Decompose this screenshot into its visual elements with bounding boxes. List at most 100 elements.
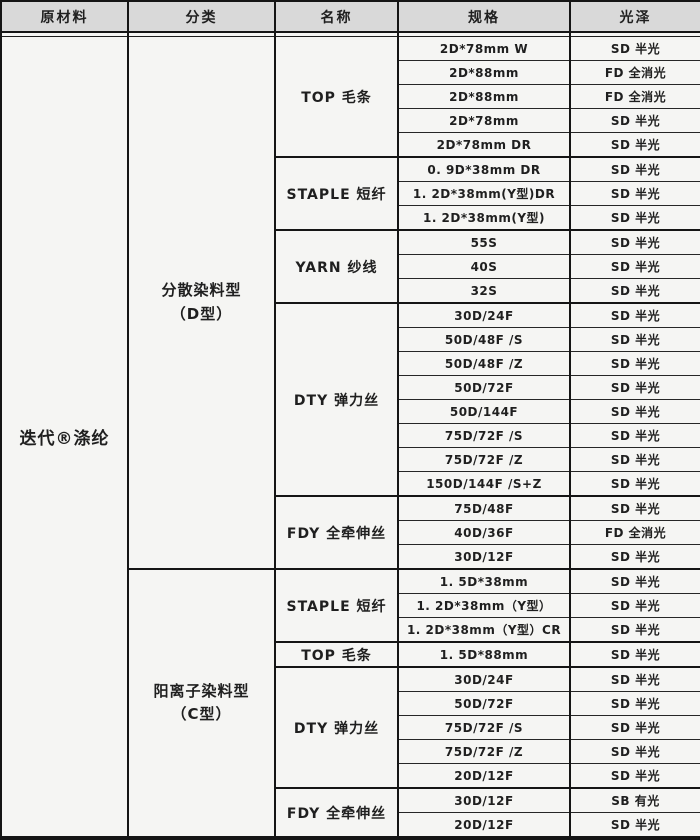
table-body: 迭代®涤纶 分散染料型 （D型） TOP 毛条 2D*78mm W SD 半光 2D*88… (1, 32, 700, 838)
luster-cell: SD 半光 (569, 254, 700, 279)
group-name-cell: YARN 纱线 (274, 229, 398, 303)
spec-cell: 2D*78mm (397, 108, 570, 133)
category-cell: 阳离子染料型 （C型） (127, 568, 275, 838)
spec-cell: 1. 2D*38mm(Y型) (397, 205, 570, 230)
spec-cell: 50D/72F (397, 691, 570, 716)
spec-cell: 0. 9D*38mm DR (397, 156, 570, 182)
spec-cell: 1. 2D*38mm（Y型）CR (397, 617, 570, 642)
table-row: 50D/48F /Z SD 半光 (1, 351, 700, 376)
spec-cell: 30D/12F (397, 544, 570, 569)
luster-cell: SD 半光 (569, 593, 700, 618)
luster-cell: FD 全消光 (569, 84, 700, 109)
table-row: DTY 弹力丝 30D/24F SD 半光 (1, 302, 700, 496)
spec-cell: 50D/48F /Z (397, 351, 570, 376)
table-header: 原材料 分类 名称 规格 光泽 (1, 1, 700, 33)
material-cell: 迭代®涤纶 (19, 429, 110, 449)
header-spacer-cell (274, 32, 398, 37)
table-row: 75D/72F /S SD 半光 (1, 715, 700, 740)
luster-cell: SD 半光 (569, 423, 700, 448)
spec-cell: 30D/24F (397, 666, 570, 692)
luster-cell: SD 半光 (569, 132, 700, 157)
luster-cell: FD 全消光 (569, 60, 700, 85)
spec-cell: 75D/48F (397, 495, 570, 521)
spec-cell: 2D*88mm (397, 60, 570, 85)
luster-cell: SD 半光 (569, 156, 700, 182)
luster-cell: SD 半光 (569, 471, 700, 496)
header-spacer-cell (1, 32, 128, 37)
table-row: 1. 2D*38mm(Y型) SD 半光 (1, 205, 700, 230)
luster-cell: SD 半光 (569, 278, 700, 303)
header-cell: 原材料 (1, 1, 128, 33)
luster-cell: SD 半光 (569, 641, 700, 667)
luster-cell: SD 半光 (569, 544, 700, 569)
table-row: 1. 2D*38mm(Y型)DR SD 半光 (1, 181, 700, 206)
header-spacer-cell (397, 32, 570, 37)
luster-cell: SD 半光 (569, 763, 700, 788)
table-row: YARN 纱线 55S SD 半光 (1, 229, 700, 303)
table-row: 150D/144F /S+Z SD 半光 (1, 471, 700, 496)
luster-cell: SD 半光 (569, 447, 700, 472)
table-row: 2D*78mm SD 半光 (1, 108, 700, 133)
luster-cell: SD 半光 (569, 181, 700, 206)
spec-cell: 2D*78mm W (397, 36, 570, 61)
luster-cell: SD 半光 (569, 715, 700, 740)
spec-cell: 20D/12F (397, 763, 570, 788)
spec-cell: 150D/144F /S+Z (397, 471, 570, 496)
table-row: 40D/36F FD 全消光 (1, 520, 700, 545)
table-row: FDY 全牵伸丝 75D/48F SD 半光 (1, 495, 700, 569)
spec-cell: 20D/12F (397, 812, 570, 838)
table-row: 50D/72F SD 半光 (1, 375, 700, 400)
group-name-cell: DTY 弹力丝 (274, 302, 398, 496)
table-row: 2D*88mm FD 全消光 (1, 60, 700, 85)
luster-cell: SD 半光 (569, 617, 700, 642)
luster-cell: SD 半光 (569, 302, 700, 328)
luster-cell: SD 半光 (569, 205, 700, 230)
spec-cell: 1. 5D*38mm (397, 568, 570, 594)
spec-cell: 75D/72F /S (397, 715, 570, 740)
spec-cell: 75D/72F /S (397, 423, 570, 448)
table-row: DTY 弹力丝 30D/24F SD 半光 (1, 666, 700, 788)
spec-cell: 2D*88mm (397, 84, 570, 109)
spec-cell: 50D/144F (397, 399, 570, 424)
table-row: 75D/72F /Z SD 半光 (1, 739, 700, 764)
spec-cell: 75D/72F /Z (397, 739, 570, 764)
table-row: 2D*78mm DR SD 半光 (1, 132, 700, 157)
luster-cell: SB 有光 (569, 787, 700, 813)
table-row: 阳离子染料型 （C型） STAPLE 短纤 1. 5D*38mm SD 半光 (1, 568, 700, 838)
group-name-cell: STAPLE 短纤 (274, 156, 398, 230)
spec-cell: 1. 2D*38mm（Y型） (397, 593, 570, 618)
header-cell: 分类 (127, 1, 275, 33)
header-spacer-cell (569, 32, 700, 37)
group-name-cell: FDY 全牵伸丝 (274, 495, 398, 569)
group-name-cell: FDY 全牵伸丝 (274, 787, 398, 838)
spec-cell: 30D/24F (397, 302, 570, 328)
spec-cell: 30D/12F (397, 787, 570, 813)
header-cell: 名称 (274, 1, 398, 33)
luster-cell: SD 半光 (569, 691, 700, 716)
spec-cell: 1. 2D*38mm(Y型)DR (397, 181, 570, 206)
luster-cell: SD 半光 (569, 327, 700, 352)
luster-cell: SD 半光 (569, 495, 700, 521)
spec-cell: 1. 5D*88mm (397, 641, 570, 667)
table-row: 32S SD 半光 (1, 278, 700, 303)
table-row: 1. 2D*38mm（Y型） SD 半光 (1, 593, 700, 618)
table-row: 75D/72F /Z SD 半光 (1, 447, 700, 472)
table-row: 30D/12F SD 半光 (1, 544, 700, 569)
table-row: 20D/12F SD 半光 (1, 763, 700, 788)
luster-cell: SD 半光 (569, 229, 700, 255)
spec-cell: 50D/72F (397, 375, 570, 400)
spec-cell: 32S (397, 278, 570, 303)
category-cell: 分散染料型 （D型） (127, 36, 275, 569)
spec-cell: 75D/72F /Z (397, 447, 570, 472)
luster-cell: SD 半光 (569, 812, 700, 838)
spec-cell: 50D/48F /S (397, 327, 570, 352)
table-row: STAPLE 短纤 0. 9D*38mm DR SD 半光 (1, 156, 700, 230)
spec-cell: 55S (397, 229, 570, 255)
luster-cell: SD 半光 (569, 399, 700, 424)
table-row: 迭代®涤纶 分散染料型 （D型） TOP 毛条 2D*78mm W SD 半光 (1, 36, 700, 569)
table-row: 50D/144F SD 半光 (1, 399, 700, 424)
spec-cell: 40D/36F (397, 520, 570, 545)
group-name-cell: STAPLE 短纤 (274, 568, 398, 642)
header-row: 原材料 分类 名称 规格 光泽 (1, 1, 700, 33)
